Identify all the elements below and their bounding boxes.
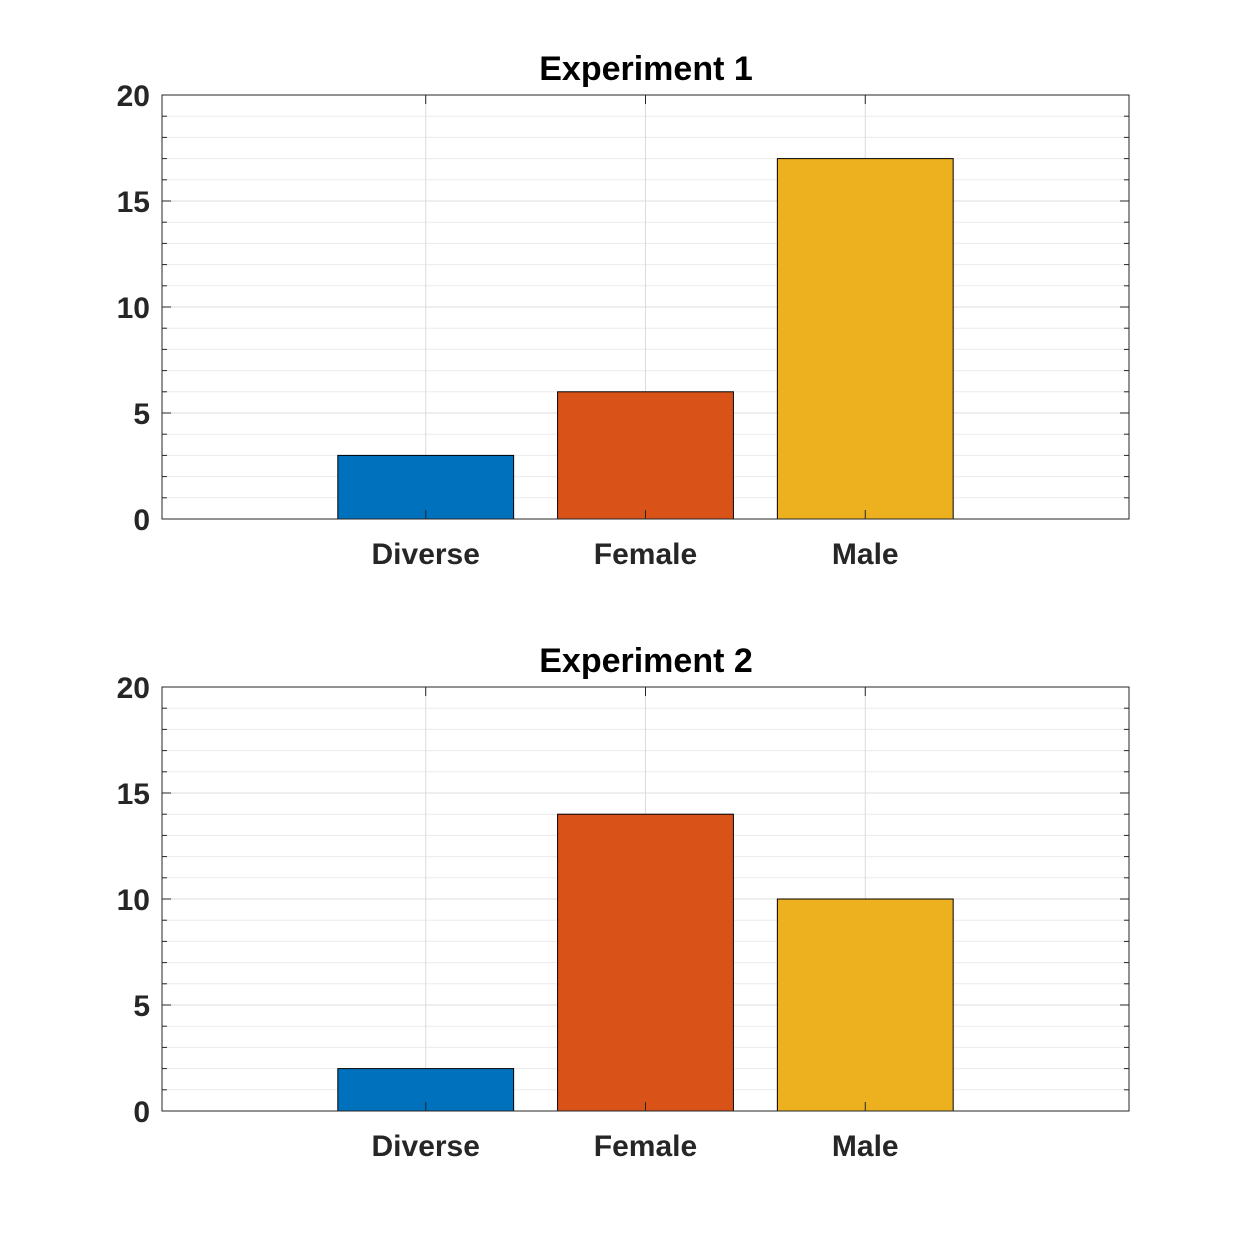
x-tick-label: Diverse — [372, 538, 480, 571]
x-tick-label: Female — [594, 538, 697, 571]
y-tick-label: 5 — [133, 990, 150, 1023]
y-tick-label: 15 — [117, 778, 150, 811]
bar-female — [557, 813, 734, 1112]
bar-female — [557, 391, 734, 520]
plot-area: 0 5 10 15 20 Diverse Female Male — [117, 80, 1130, 571]
plot-area: 0 5 10 15 20 Diverse Female Male — [117, 672, 1130, 1163]
x-tick-label: Diverse — [372, 1130, 480, 1163]
bar-male — [776, 898, 954, 1112]
y-tick-label: 0 — [133, 504, 150, 537]
x-tick-label: Female — [594, 1130, 697, 1163]
bar-male — [776, 158, 954, 520]
y-tick-label: 5 — [133, 398, 150, 431]
chart-title: Experiment 2 — [539, 642, 753, 680]
bar-diverse — [337, 454, 515, 520]
y-tick-label: 10 — [117, 292, 150, 325]
y-tick-label: 20 — [117, 672, 150, 705]
y-tick-label: 20 — [117, 80, 150, 113]
chart-title: Experiment 1 — [539, 50, 753, 88]
x-tick-label: Male — [832, 538, 899, 571]
y-tick-label: 15 — [117, 186, 150, 219]
y-tick-label: 10 — [117, 884, 150, 917]
chart-experiment-1: Experiment 1 0 5 10 15 20 Diverse Female Male — [117, 50, 1130, 571]
y-tick-label: 0 — [133, 1096, 150, 1129]
chart-experiment-2: Experiment 2 0 5 10 15 20 Diverse Female Male — [117, 642, 1130, 1163]
x-tick-label: Male — [832, 1130, 899, 1163]
